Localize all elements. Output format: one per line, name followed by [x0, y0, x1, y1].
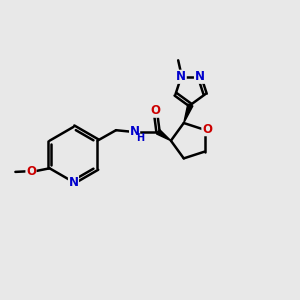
- Text: N: N: [130, 125, 140, 138]
- Text: H: H: [136, 133, 144, 143]
- Text: O: O: [151, 104, 160, 117]
- Polygon shape: [184, 104, 193, 123]
- Text: N: N: [176, 70, 186, 83]
- Polygon shape: [157, 130, 171, 141]
- Text: O: O: [26, 165, 36, 178]
- Text: N: N: [68, 176, 79, 189]
- Text: N: N: [194, 70, 205, 83]
- Text: O: O: [202, 123, 212, 136]
